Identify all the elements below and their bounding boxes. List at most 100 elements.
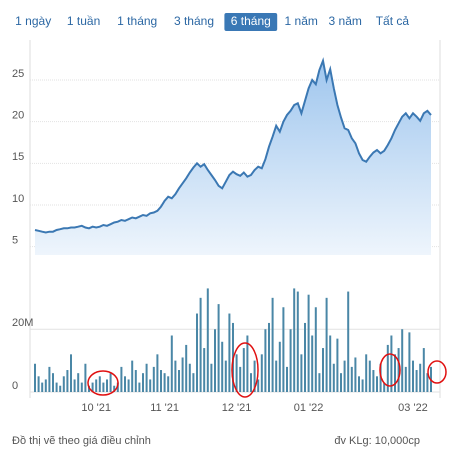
volume-bar [170,335,173,392]
range-button-label: 3 năm [329,14,362,28]
range-button[interactable]: 1 ngày [15,14,51,28]
volume-bar [358,376,360,392]
volume-bar [268,322,270,392]
volume-bar [376,376,378,392]
volume-bar [127,379,130,392]
volume-bar [304,322,306,392]
volume-bar [347,291,350,392]
volume-bar [394,354,396,392]
volume-bar [210,363,213,392]
range-button-bg [224,13,278,31]
volume-bar [59,385,62,392]
volume-bar [419,363,422,392]
volume-bar [246,335,249,392]
range-button-label: 1 tháng [117,14,157,28]
volume-bar [325,297,328,392]
volume-bar [206,288,209,392]
volume-bar [422,348,425,392]
volume-bar [332,363,335,392]
volume-bar [264,329,267,392]
volume-bar [318,373,321,392]
range-button[interactable]: 1 tuần [67,14,100,28]
volume-bar [84,363,87,392]
volume-bar [138,382,141,392]
range-button-label: 3 tháng [174,14,214,28]
x-tick-label: 03 '22 [398,402,428,414]
volume-bar [142,373,144,392]
volume-bar [124,376,126,392]
volume-bar [282,307,285,392]
volume-bar [300,354,303,392]
range-button[interactable]: 1 tháng [117,14,157,28]
range-button-label: 1 tuần [67,14,100,28]
y-tick-label: 20 [12,110,24,122]
volume-bar [70,354,72,392]
volume-bar [52,373,54,392]
volume-bar [102,382,105,392]
volume-bar [271,297,274,392]
volume-bar [278,341,281,392]
volume-bar [203,348,206,392]
y-tick-label: 0 [12,380,18,392]
volume-bar [214,329,216,392]
volume-bar [336,338,339,392]
y-tick-label: 25 [12,68,24,80]
volume-bar [397,348,400,392]
volume-bar [401,329,404,392]
price-area [35,60,431,255]
volume-bar [66,370,69,392]
range-button-label: 1 ngày [15,14,51,28]
range-button[interactable]: 6 tháng [224,13,278,31]
volume-bar [167,376,170,392]
volume-bar [408,332,411,392]
volume-bar [113,385,116,392]
volume-bar [386,344,389,392]
range-button-label: 1 năm [285,14,318,28]
x-tick-label: 11 '21 [150,402,179,414]
volume-bar [80,382,83,392]
volume-bar [412,360,414,392]
volume-bar [120,366,123,392]
volume-bar [329,335,332,392]
volume-bar [48,366,51,392]
volume-bar [221,341,224,392]
x-tick-label: 01 '22 [294,402,324,414]
volume-bar [95,379,98,392]
volume-bar [383,382,386,392]
volume-bar [109,373,112,392]
volume-bar [44,379,47,392]
volume-bar [199,297,202,392]
volume-bar [390,335,393,392]
volume-bar [178,370,180,392]
volume-bar [311,335,314,392]
range-button[interactable]: Tất cả [376,14,410,28]
annotation-circle [427,360,447,384]
volume-bar [343,360,346,392]
volume-bar [257,379,260,392]
range-button-label: Tất cả [376,14,410,28]
volume-bar [62,376,65,392]
volume-bar [98,376,101,392]
volume-bar [174,360,177,392]
volume-bar [196,313,198,392]
range-button[interactable]: 1 năm [285,14,318,28]
volume-bar [77,373,80,392]
volume-bar [350,366,353,392]
volume-bar [307,294,310,392]
volume-bar [131,360,134,392]
volume-bar [91,382,94,392]
volume-bar [253,360,256,392]
volume-bar [73,379,76,392]
volume-bar [404,366,407,392]
volume-bar [55,382,58,392]
volume-bar [156,354,159,392]
annotation-circle [231,342,259,398]
volume-bar [181,357,184,392]
volume-bar [365,354,368,392]
volume-bar [217,304,220,392]
x-tick-label: 10 '21 [81,402,111,414]
range-button[interactable]: 3 năm [329,14,362,28]
volume-bar [322,348,324,392]
range-button[interactable]: 3 tháng [174,14,214,28]
y-tick-label: 10 [12,193,24,205]
